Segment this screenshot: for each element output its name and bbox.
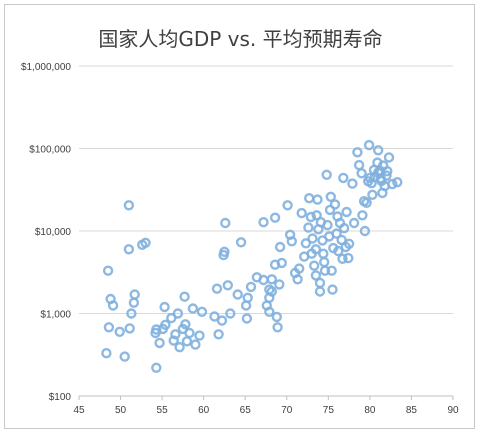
x-tick-label: 75 [323, 405, 335, 416]
data-point [316, 279, 324, 287]
data-point [105, 323, 113, 331]
data-point [126, 324, 134, 332]
data-point [196, 332, 204, 340]
x-tick-label: 90 [447, 405, 459, 416]
data-point [191, 341, 199, 349]
data-point [181, 293, 189, 301]
data-point [323, 171, 331, 179]
data-point [243, 315, 251, 323]
data-point [368, 191, 376, 199]
data-point [102, 349, 110, 357]
data-point [215, 330, 223, 338]
x-tick-label: 60 [198, 405, 210, 416]
data-point [268, 275, 276, 283]
y-tick-label: $10,000 [35, 227, 72, 238]
x-tick-label: 50 [115, 405, 127, 416]
data-point [260, 218, 268, 226]
data-point [343, 208, 351, 216]
data-point [339, 174, 347, 182]
x-tick-label: 85 [406, 405, 418, 416]
data-point [284, 201, 292, 209]
data-point [183, 337, 191, 345]
x-tick-label: 70 [281, 405, 293, 416]
data-point [218, 317, 226, 325]
data-point [116, 328, 124, 336]
x-tick-label: 65 [240, 405, 252, 416]
x-tick-label: 45 [73, 405, 85, 416]
data-point [358, 211, 366, 219]
data-point [152, 364, 160, 372]
data-point [329, 286, 337, 294]
data-point [374, 146, 382, 154]
data-point [234, 291, 242, 299]
x-tick-label: 80 [364, 405, 376, 416]
data-point [131, 291, 139, 299]
data-point [304, 224, 312, 232]
data-point [348, 180, 356, 188]
data-point [314, 196, 322, 204]
data-point [275, 280, 283, 288]
data-point [385, 153, 393, 161]
data-point [125, 245, 133, 253]
data-point [189, 305, 197, 313]
data-point [161, 303, 169, 311]
data-point [331, 200, 339, 208]
data-point [319, 250, 327, 258]
data-point [176, 343, 184, 351]
y-tick-label: $1,000 [40, 310, 71, 321]
data-point [198, 308, 206, 316]
data-point [156, 339, 164, 347]
data-point [186, 329, 194, 337]
y-tick-label: $100 [49, 392, 72, 403]
data-point [221, 219, 229, 227]
data-point [276, 243, 284, 251]
data-point [130, 299, 138, 307]
data-point [309, 235, 317, 243]
data-point [340, 224, 348, 232]
data-point [288, 237, 296, 245]
data-point [273, 313, 281, 321]
y-tick-label: $100,000 [29, 145, 71, 156]
y-tick-label: $1,000,000 [21, 62, 71, 73]
data-point [310, 262, 318, 270]
data-point [237, 238, 245, 246]
data-point [316, 288, 324, 296]
data-point [305, 194, 313, 202]
data-point [125, 201, 133, 209]
data-point [213, 285, 221, 293]
data-point [355, 161, 363, 169]
data-point [320, 258, 328, 266]
x-tick-label: 55 [157, 405, 169, 416]
data-point [247, 283, 255, 291]
data-point [353, 148, 361, 156]
data-point [274, 323, 282, 331]
data-point [350, 219, 358, 227]
data-point [298, 209, 306, 217]
data-point [271, 214, 279, 222]
data-point [104, 267, 112, 275]
data-point [358, 169, 366, 177]
data-point [121, 353, 129, 361]
data-point [224, 281, 232, 289]
data-point [365, 141, 373, 149]
